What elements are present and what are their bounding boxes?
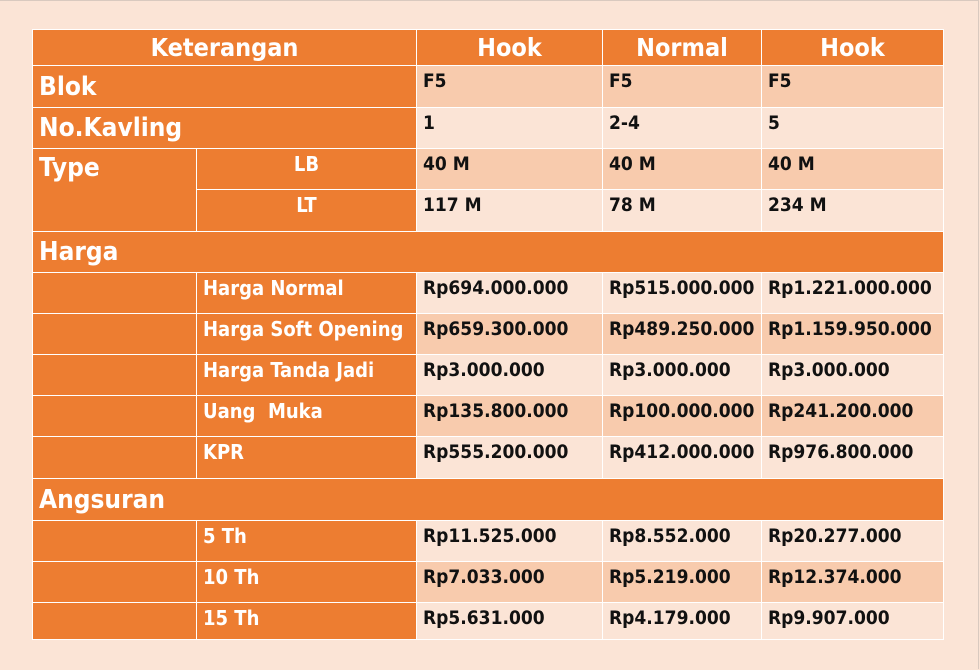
value-cell: 5 xyxy=(761,107,944,149)
value-cell: F5 xyxy=(761,65,944,108)
value-cell: 40 M xyxy=(602,148,762,190)
value-cell: Rp241.200.000 xyxy=(761,395,944,437)
value-cell: Rp515.000.000 xyxy=(602,272,762,314)
blank-cell xyxy=(32,272,197,314)
value-cell: 117 M xyxy=(416,189,603,232)
row-kavling: No.Kavling 1 2-4 5 xyxy=(32,107,944,149)
label-lt: LT xyxy=(196,189,417,232)
label-lb: LB xyxy=(196,148,417,190)
value-cell: 234 M xyxy=(761,189,944,232)
label-angsuran-5: 5 Th xyxy=(196,520,417,562)
header-keterangan: Keterangan xyxy=(32,29,417,66)
value-cell: Rp3.000.000 xyxy=(761,354,944,396)
value-cell: Rp412.000.000 xyxy=(602,436,762,479)
row-blok: Blok F5 F5 F5 xyxy=(32,65,944,108)
blank-cell xyxy=(32,395,197,437)
value-cell: Rp100.000.000 xyxy=(602,395,762,437)
label-uang-muka: Uang Muka xyxy=(196,395,417,437)
row-harga-soft-opening: Harga Soft Opening Rp659.300.000 Rp489.2… xyxy=(32,313,944,355)
blank-cell xyxy=(32,436,197,479)
header-col-2: Normal xyxy=(602,29,762,66)
row-angsuran-10: 10 Th Rp7.033.000 Rp5.219.000 Rp12.374.0… xyxy=(32,561,944,603)
blank-cell xyxy=(32,561,197,603)
value-cell: Rp1.159.950.000 xyxy=(761,313,944,355)
section-title-angsuran: Angsuran xyxy=(32,478,944,521)
value-cell: F5 xyxy=(602,65,762,108)
label-blok: Blok xyxy=(32,65,417,108)
value-cell: Rp555.200.000 xyxy=(416,436,603,479)
value-cell: Rp694.000.000 xyxy=(416,272,603,314)
label-harga-soft-opening: Harga Soft Opening xyxy=(196,313,417,355)
value-cell: 40 M xyxy=(761,148,944,190)
value-cell: Rp11.525.000 xyxy=(416,520,603,562)
label-harga-tanda-jadi: Harga Tanda Jadi xyxy=(196,354,417,396)
value-cell: Rp3.000.000 xyxy=(602,354,762,396)
row-lb: Type LB 40 M 40 M 40 M xyxy=(32,148,944,232)
row-lt: LT 117 M 78 M 234 M xyxy=(33,189,944,232)
value-cell: Rp659.300.000 xyxy=(416,313,603,355)
label-angsuran-15: 15 Th xyxy=(196,602,417,640)
blank-cell xyxy=(32,313,197,355)
blank-cell xyxy=(32,602,197,640)
value-cell: 40 M xyxy=(416,148,603,190)
blank-cell xyxy=(32,354,197,396)
row-angsuran-15: 15 Th Rp5.631.000 Rp4.179.000 Rp9.907.00… xyxy=(32,602,944,640)
row-kpr: KPR Rp555.200.000 Rp412.000.000 Rp976.80… xyxy=(32,436,944,479)
header-col-1: Hook xyxy=(416,29,603,66)
label-kpr: KPR xyxy=(196,436,417,479)
label-harga-normal: Harga Normal xyxy=(196,272,417,314)
row-harga-tanda-jadi: Harga Tanda Jadi Rp3.000.000 Rp3.000.000… xyxy=(32,354,944,396)
value-cell: 1 xyxy=(416,107,603,149)
value-cell: Rp12.374.000 xyxy=(761,561,944,603)
value-cell: 78 M xyxy=(602,189,762,232)
row-uang-muka: Uang Muka Rp135.800.000 Rp100.000.000 Rp… xyxy=(32,395,944,437)
label-type: Type xyxy=(32,148,197,232)
label-angsuran-10: 10 Th xyxy=(196,561,417,603)
value-cell: Rp4.179.000 xyxy=(602,602,762,640)
section-harga: Harga xyxy=(32,231,944,273)
value-cell: Rp976.800.000 xyxy=(761,436,944,479)
label-kavling: No.Kavling xyxy=(32,107,417,149)
section-angsuran: Angsuran xyxy=(32,478,944,521)
section-title-harga: Harga xyxy=(32,231,944,273)
value-cell: Rp8.552.000 xyxy=(602,520,762,562)
value-cell: Rp1.221.000.000 xyxy=(761,272,944,314)
value-cell: Rp489.250.000 xyxy=(602,313,762,355)
value-cell: Rp20.277.000 xyxy=(761,520,944,562)
value-cell: Rp5.631.000 xyxy=(416,602,603,640)
header-col-3: Hook xyxy=(761,29,944,66)
value-cell: 2-4 xyxy=(602,107,762,149)
value-cell: F5 xyxy=(416,65,603,108)
header-row: Keterangan Hook Normal Hook xyxy=(32,29,944,66)
value-cell: Rp7.033.000 xyxy=(416,561,603,603)
value-cell: Rp135.800.000 xyxy=(416,395,603,437)
price-table: Keterangan Hook Normal Hook Blok F5 F5 F… xyxy=(32,29,944,640)
blank-cell xyxy=(32,520,197,562)
value-cell: Rp3.000.000 xyxy=(416,354,603,396)
row-angsuran-5: 5 Th Rp11.525.000 Rp8.552.000 Rp20.277.0… xyxy=(32,520,944,562)
value-cell: Rp9.907.000 xyxy=(761,602,944,640)
value-cell: Rp5.219.000 xyxy=(602,561,762,603)
row-harga-normal: Harga Normal Rp694.000.000 Rp515.000.000… xyxy=(32,272,944,314)
